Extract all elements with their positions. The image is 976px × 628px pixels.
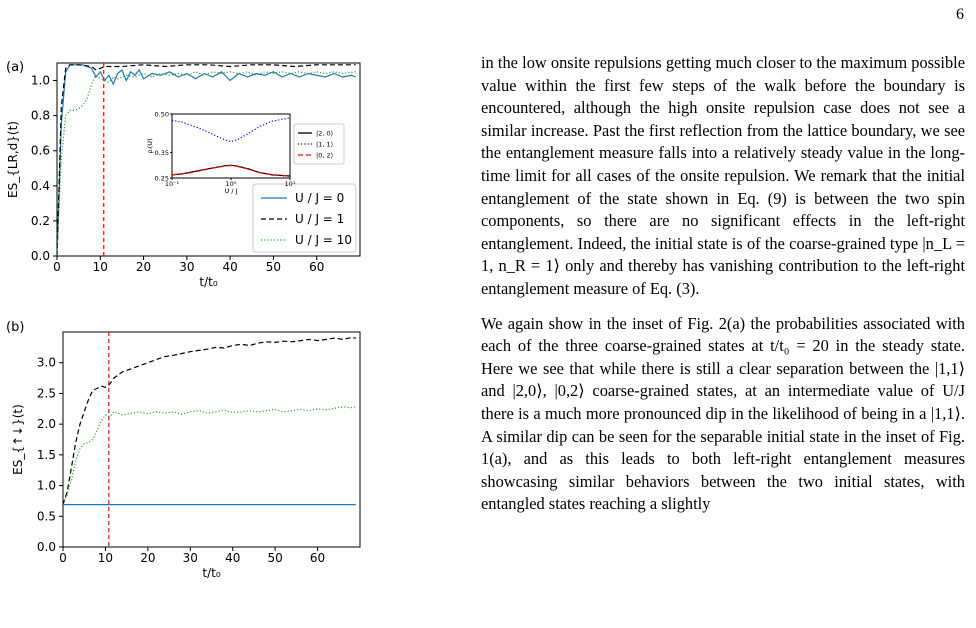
- y-tick-label: 1.0: [37, 479, 56, 493]
- y-tick-label: 2.0: [37, 417, 56, 431]
- x-axis-label: t/t₀: [199, 275, 217, 289]
- paragraph: We again show in the inset of Fig. 2(a) …: [481, 313, 965, 514]
- x-tick-label: 30: [179, 260, 194, 274]
- page-number: 6: [956, 6, 964, 23]
- series-line: [172, 117, 290, 143]
- inset-y-tick-label: 0.50: [155, 111, 169, 119]
- series-line: [57, 64, 356, 256]
- x-tick-label: 0: [53, 260, 61, 274]
- y-tick-label: 0.0: [31, 249, 50, 263]
- plot-frame: [171, 113, 291, 179]
- chart-a: 0 10 20 30 40 50 60 0.0 0.2 0.4 0.6 0.8 1.0 t/t₀ ES_{L…: [6, 62, 361, 289]
- legend-label: U / J = 10: [295, 233, 352, 247]
- inset-legend-label: |0, 2⟩: [316, 152, 333, 160]
- inset-legend-label: |1, 1⟩: [316, 141, 333, 149]
- x-tick-label: 60: [309, 260, 324, 274]
- inset-legend: [293, 123, 345, 165]
- legend-label: U / J = 1: [295, 212, 344, 226]
- series-line: [57, 71, 356, 256]
- x-tick-label: 60: [310, 551, 325, 565]
- x-tick-label: 20: [136, 260, 151, 274]
- y-tick-label: 0.2: [31, 214, 50, 228]
- y-axis-label: ES_{↑↓}(t): [11, 404, 25, 475]
- inset-legend-label: |2, 0⟩: [316, 130, 333, 138]
- y-tick-label: 0.8: [31, 109, 50, 123]
- legend: [252, 183, 357, 253]
- x-tick-label: 10: [98, 551, 113, 565]
- panel-label-a: (a): [6, 60, 25, 75]
- figure: 0 10 20 30 40 50 60 0.0 0.2 0.4 0.6 0.8 1.0 t/t₀ ES_{L…: [6, 62, 361, 580]
- x-tick-label: 40: [223, 260, 238, 274]
- plot-frame: [62, 331, 361, 548]
- series-line: [63, 336, 356, 505]
- y-tick-label: 0.4: [31, 179, 50, 193]
- paragraph: in the low onsite repulsions getting muc…: [481, 53, 965, 298]
- inset-y-tick-label: 0.35: [155, 149, 169, 157]
- x-axis-label: t/t₀: [202, 566, 220, 580]
- y-tick-label: 0.6: [31, 144, 50, 158]
- x-tick-label: 20: [140, 551, 155, 565]
- y-tick-label: 0.5: [37, 509, 56, 523]
- x-tick-label: 40: [225, 551, 240, 565]
- panel-label-b: (b): [6, 320, 25, 335]
- y-tick-label: 2.5: [37, 386, 56, 400]
- inset-x-tick-label: 10⁰: [226, 180, 237, 188]
- x-tick-label: 50: [268, 551, 283, 565]
- y-tick-label: 1.0: [31, 74, 50, 88]
- y-tick-label: 3.0: [37, 356, 56, 370]
- x-tick-label: 0: [59, 551, 67, 565]
- inset-y-tick-label: 0.25: [155, 175, 169, 183]
- inset-y-axis-label: ρᵢ(U): [146, 138, 154, 153]
- series-line: [63, 406, 356, 505]
- x-tick-label: 30: [183, 551, 198, 565]
- x-tick-label: 50: [266, 260, 281, 274]
- text-column: in the low onsite repulsions getting muc…: [481, 52, 965, 516]
- inset-x-tick-label: 10¹: [285, 180, 296, 188]
- series-line: [172, 164, 290, 177]
- y-tick-label: 0.0: [37, 540, 56, 554]
- chart-b: 0 10 20 30 40 50 60 0.0 0.5 1.0 1.5 2.0 2.5 3.0 t/t₀ ES…: [11, 331, 361, 580]
- inset-x-tick-label: 10⁻¹: [165, 180, 180, 188]
- y-axis-label: ES_{LR,d}(t): [6, 121, 20, 198]
- y-tick-label: 1.5: [37, 448, 56, 462]
- legend-label: U / J = 0: [295, 191, 344, 205]
- x-tick-label: 10: [93, 260, 108, 274]
- inset-x-axis-label: U / J: [225, 187, 238, 195]
